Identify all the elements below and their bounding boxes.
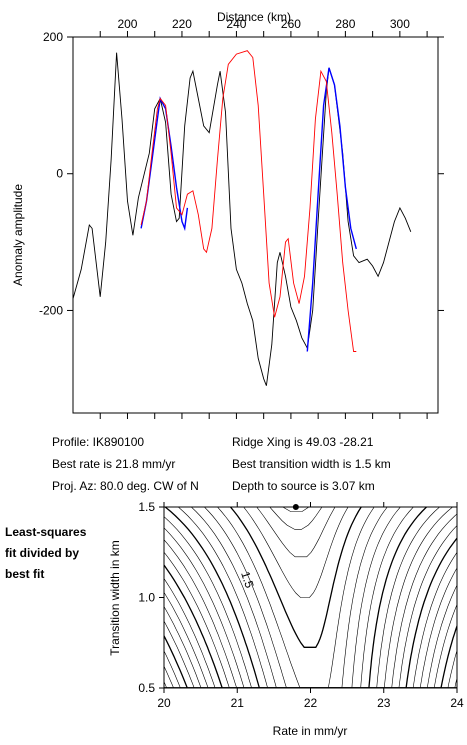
contour-plot-frame [163, 506, 458, 689]
side-note-line-1: Least-squares [5, 525, 87, 539]
top-x-ticks: 200 220 240 260 280 300 [99, 17, 428, 419]
x-tick-label: 200 [117, 17, 137, 31]
contour-line [191, 507, 401, 688]
side-note-line-3: best fit [5, 567, 44, 581]
info-proj-az: Proj. Az: 80.0 deg. CW of N [52, 479, 199, 493]
contour-line [217, 507, 375, 688]
contour-line [164, 525, 457, 688]
y-tick-label: -200 [39, 303, 63, 317]
x-tick-label: 280 [335, 17, 355, 31]
top-y-ticks: -200 0 200 [39, 30, 444, 317]
bottom-y-ticks: 0.5 1.0 1.5 [138, 500, 164, 695]
x-tick-label: 240 [226, 17, 246, 31]
info-best-rate: Best rate is 21.8 mm/yr [52, 457, 175, 471]
x-tick-label: 260 [281, 17, 301, 31]
info-ridge-xing: Ridge Xing is 49.03 -28.21 [232, 435, 374, 449]
x-tick-label: 20 [157, 696, 171, 710]
x-tick-label: 220 [172, 17, 192, 31]
y-tick-label: 1.0 [138, 591, 155, 605]
info-depth: Depth to source is 3.07 km [232, 479, 375, 493]
contour-line [164, 507, 440, 688]
y-tick-label: 0 [56, 167, 63, 181]
info-profile: Profile: IK890100 [52, 435, 144, 449]
contour-line [164, 513, 457, 688]
x-tick-label: 23 [377, 696, 391, 710]
best-fit-point [292, 504, 299, 510]
info-best-width: Best transition width is 1.5 km [232, 457, 391, 471]
y-tick-label: 1.5 [138, 500, 155, 514]
x-tick-label: 22 [304, 696, 318, 710]
side-note: Least-squares fit divided by best fit [5, 525, 87, 581]
y-tick-label: 200 [43, 30, 63, 44]
contour-line [282, 507, 310, 512]
contour-line [178, 507, 414, 688]
contour-level-label: 1.5 [238, 570, 257, 591]
series-line-3 [140, 50, 357, 352]
y-tick-label: 0.5 [138, 681, 155, 695]
y-axis-title-bottom: Transition width in km [108, 540, 122, 656]
side-note-line-2: fit divided by [5, 546, 79, 560]
contour-line [164, 649, 457, 688]
contour-line [256, 507, 336, 558]
bottom-x-ticks: 20 21 22 23 24 [157, 502, 464, 710]
contour-line [243, 507, 349, 598]
contour-line [229, 507, 362, 648]
contour-line [164, 507, 453, 688]
contour-line [164, 507, 427, 688]
contour-line [269, 507, 323, 530]
misfit-contour-chart: 1.5 20 21 22 23 24 0.5 1.0 1.5 Rate in mm/yr T… [108, 500, 464, 738]
series-line-0 [72, 52, 412, 386]
x-tick-label: 24 [450, 696, 464, 710]
x-axis-title-top: Distance (km) [217, 10, 291, 24]
info-block: Profile: IK890100 Best rate is 21.8 mm/y… [52, 435, 391, 493]
anomaly-chart: Distance (km) Anomaly amplitude 200 220 24… [11, 10, 444, 419]
series-line-2 [306, 67, 357, 352]
anomaly-series [72, 50, 412, 386]
y-axis-title-top: Anomaly amplitude [11, 184, 25, 286]
anomaly-plot-frame [72, 36, 439, 414]
x-tick-label: 300 [390, 17, 410, 31]
x-axis-title-bottom: Rate in mm/yr [273, 724, 348, 738]
contour-line [204, 507, 388, 688]
x-tick-label: 21 [231, 696, 245, 710]
contour-line [164, 551, 457, 688]
contour-line [164, 537, 457, 688]
